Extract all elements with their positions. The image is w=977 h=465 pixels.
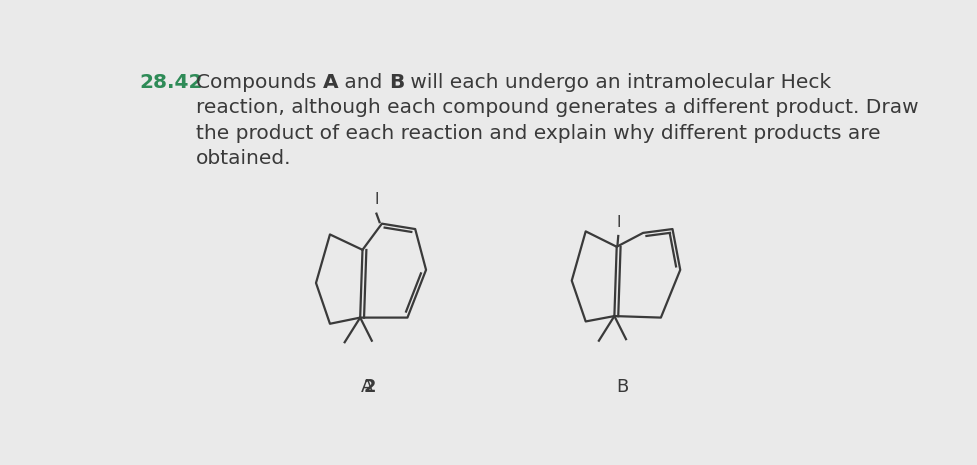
Text: the product of each reaction and explain why different products are: the product of each reaction and explain… bbox=[195, 124, 879, 143]
Text: Compounds: Compounds bbox=[195, 73, 322, 92]
Text: A: A bbox=[361, 378, 373, 396]
Text: reaction, although each compound generates a different product. Draw: reaction, although each compound generat… bbox=[195, 98, 917, 117]
Text: I: I bbox=[616, 215, 619, 230]
Text: B: B bbox=[616, 378, 627, 396]
Text: 28.42: 28.42 bbox=[139, 73, 202, 92]
Text: I: I bbox=[374, 192, 378, 207]
Text: A: A bbox=[322, 73, 338, 92]
Text: and: and bbox=[338, 73, 389, 92]
Text: obtained.: obtained. bbox=[195, 149, 291, 168]
Text: will each undergo an intramolecular Heck: will each undergo an intramolecular Heck bbox=[404, 73, 830, 92]
Text: 2: 2 bbox=[363, 378, 376, 396]
Text: B: B bbox=[389, 73, 404, 92]
